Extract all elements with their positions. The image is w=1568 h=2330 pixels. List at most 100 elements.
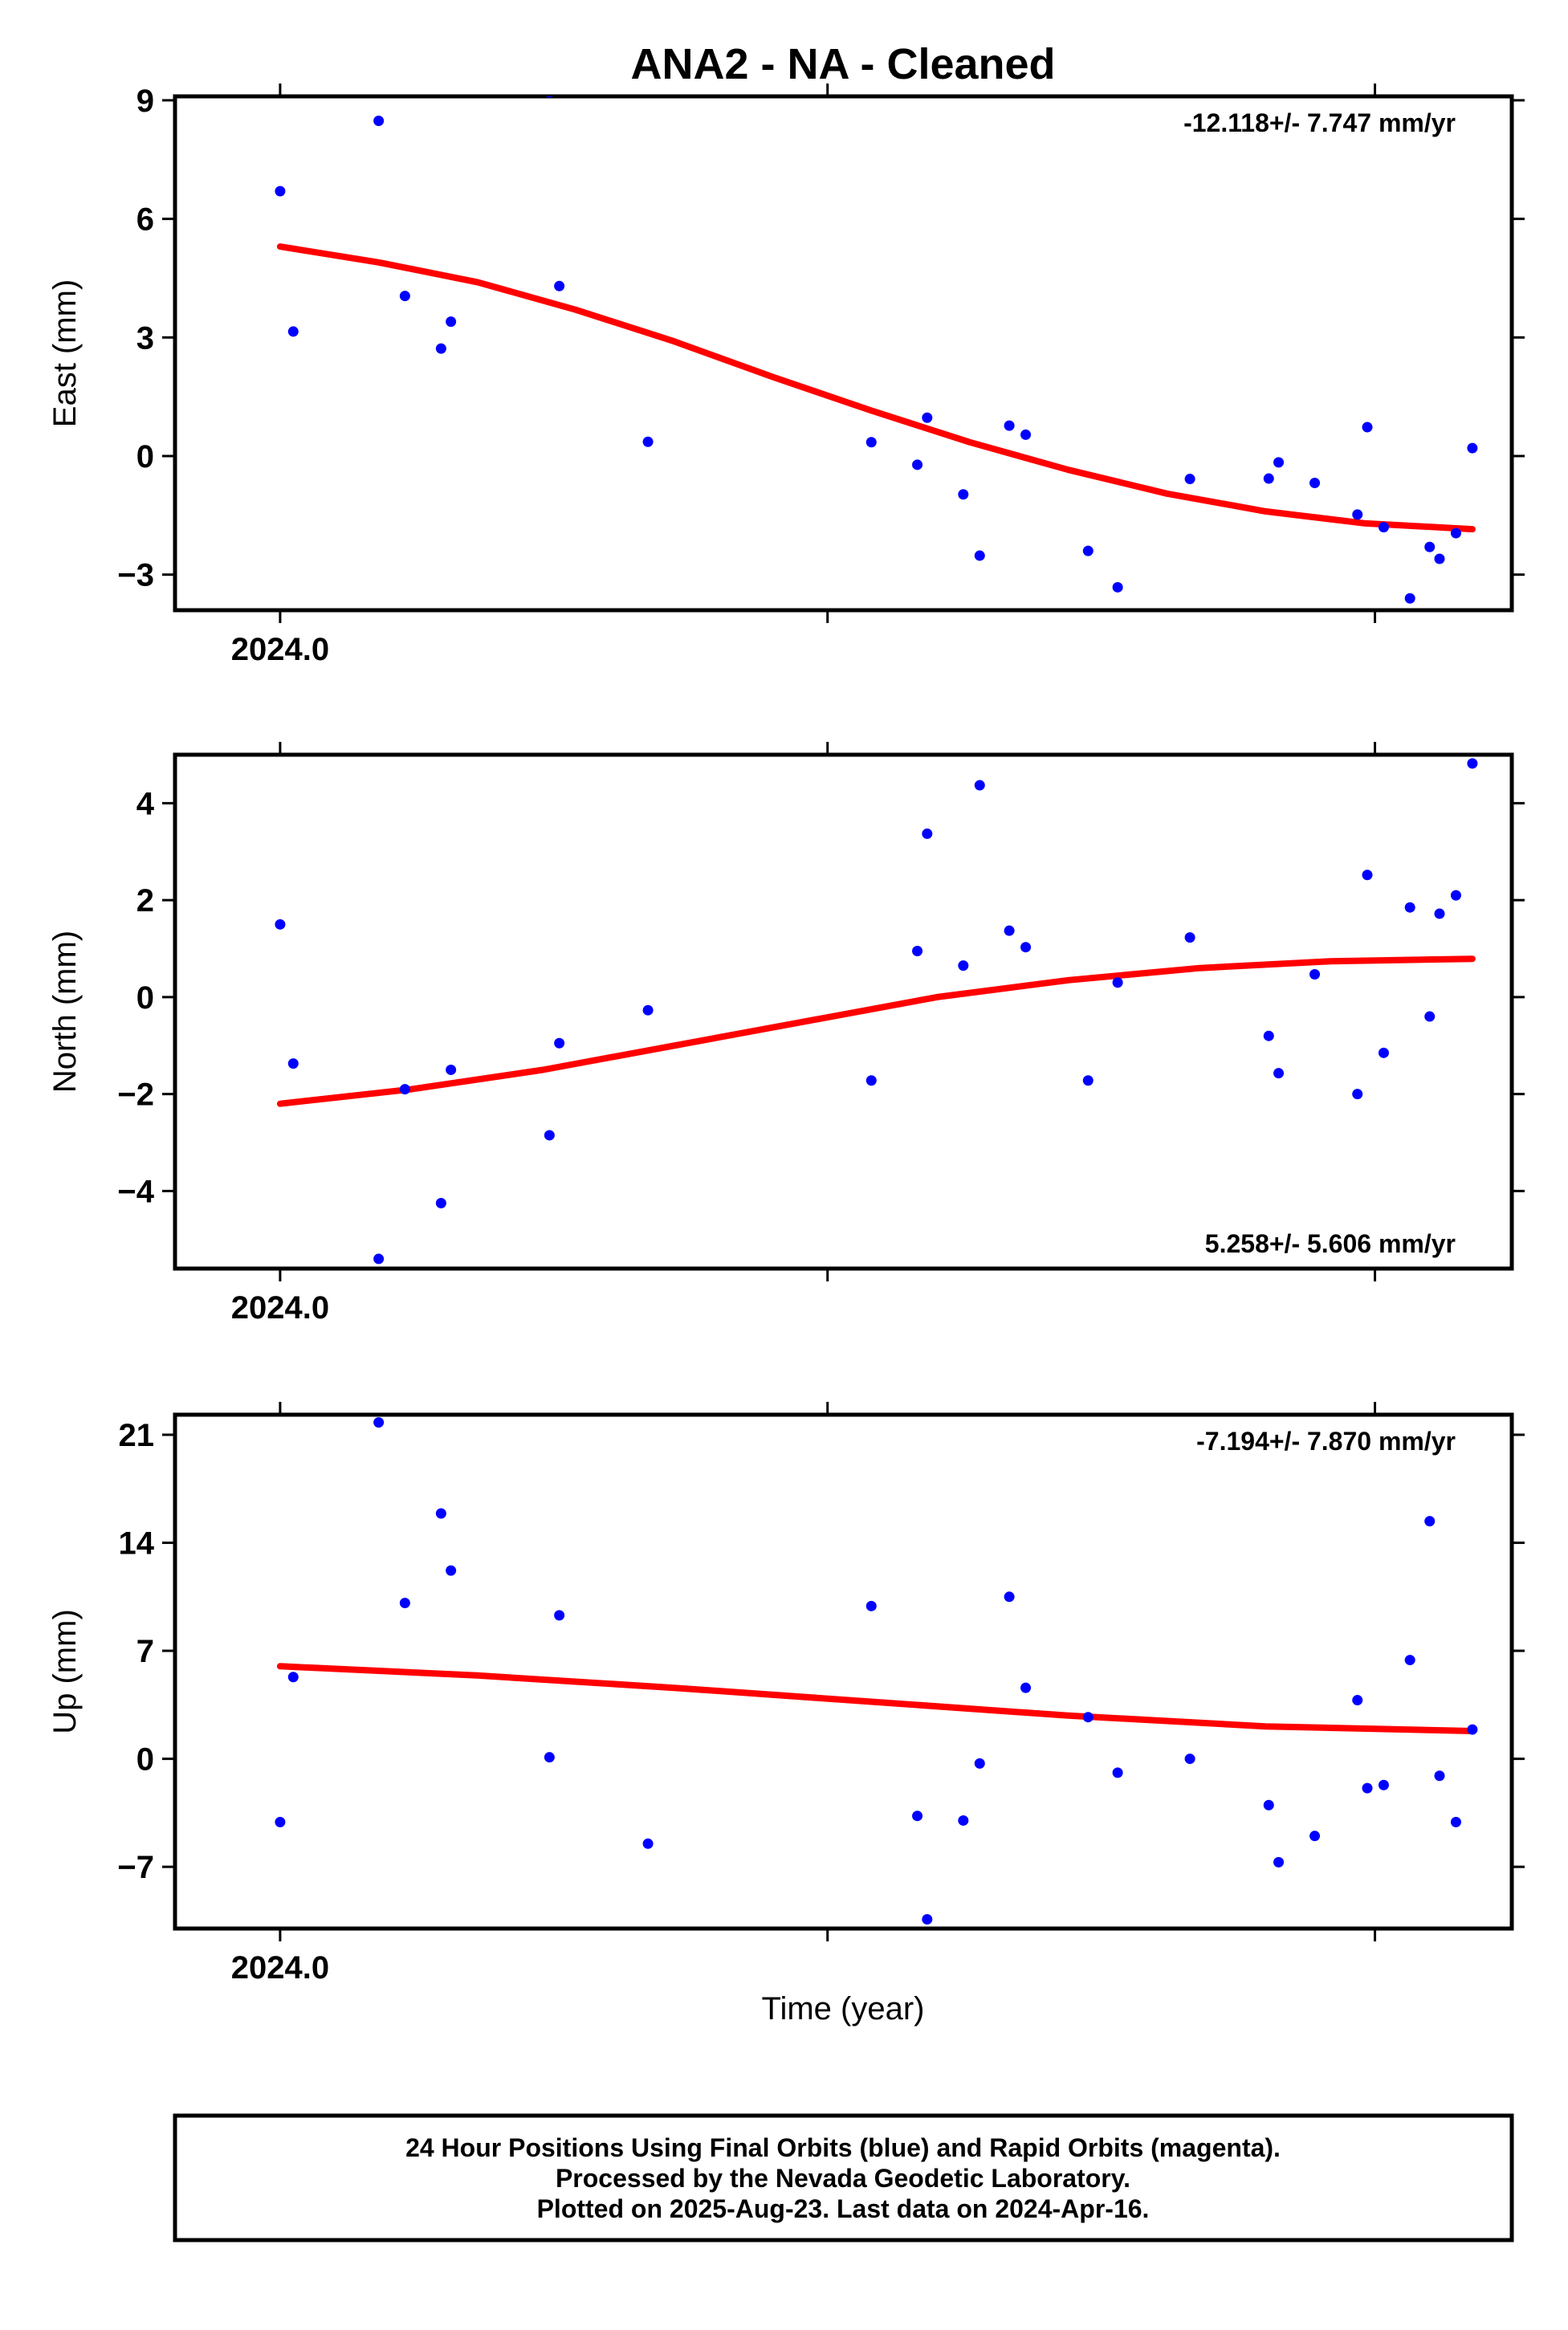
plot-frame xyxy=(173,1412,1514,1931)
data-point xyxy=(1309,477,1321,488)
data-point xyxy=(1352,509,1363,520)
data-point xyxy=(865,1600,877,1611)
y-tick-label: 9 xyxy=(136,84,154,119)
footer-box xyxy=(173,2113,1514,2242)
data-point xyxy=(1404,902,1415,913)
data-point xyxy=(1378,1779,1389,1790)
data-point xyxy=(275,1816,286,1827)
chart-title: ANA2 - NA - Cleaned xyxy=(630,40,1055,88)
data-point xyxy=(912,946,923,957)
data-point xyxy=(1309,1831,1321,1842)
rate-annotation: -7.194+/- 7.870 mm/yr xyxy=(1196,1427,1456,1456)
data-point xyxy=(1467,442,1478,454)
data-point xyxy=(287,1058,299,1069)
data-point xyxy=(1184,1754,1195,1765)
y-tick-label: 2 xyxy=(136,883,154,919)
data-point xyxy=(1112,977,1123,988)
y-tick-label: −4 xyxy=(117,1174,154,1209)
data-point xyxy=(544,1130,555,1141)
data-point xyxy=(1184,932,1195,943)
data-point xyxy=(373,1253,385,1265)
data-point xyxy=(1112,1767,1123,1778)
x-axis-label: Time (year) xyxy=(762,1991,925,2027)
plot-frame xyxy=(173,94,1514,613)
data-point xyxy=(1450,890,1461,901)
data-point xyxy=(1352,1089,1363,1100)
x-tick-label: 2024.0 xyxy=(231,632,329,667)
data-point xyxy=(546,96,553,98)
footer-line-2: Processed by the Nevada Geodetic Laborat… xyxy=(556,2164,1130,2193)
data-point xyxy=(1467,758,1478,769)
rate-annotation: 5.258+/- 5.606 mm/yr xyxy=(1205,1229,1456,1258)
data-point xyxy=(865,1075,877,1086)
plot-area xyxy=(275,1417,1478,1925)
data-point xyxy=(958,960,969,972)
data-point xyxy=(1112,581,1123,593)
data-point xyxy=(399,1597,410,1608)
data-point xyxy=(373,116,385,127)
y-tick-label: −3 xyxy=(117,558,154,593)
data-point xyxy=(922,412,933,423)
footer-line-1: 24 Hour Positions Using Final Orbits (bl… xyxy=(405,2133,1281,2162)
data-point xyxy=(922,1913,933,1925)
data-point xyxy=(1352,1695,1363,1706)
data-point xyxy=(642,436,654,447)
y-axis-label: Up (mm) xyxy=(47,1609,83,1734)
data-point xyxy=(275,919,286,930)
plot-area xyxy=(275,758,1478,1265)
data-point xyxy=(554,1610,565,1621)
y-tick-label: −2 xyxy=(117,1077,154,1113)
plot-frame xyxy=(173,752,1514,1271)
y-tick-label: 7 xyxy=(136,1634,154,1669)
data-point xyxy=(1467,1724,1478,1735)
data-point xyxy=(1424,541,1436,552)
data-point xyxy=(1004,420,1015,431)
panel-3: 21 14 7 0 −7 2024.0 Up (mm) -7.194+/- 7.870 mm/… xyxy=(47,1402,1525,1986)
trend-line xyxy=(276,243,1476,533)
data-point xyxy=(1273,457,1285,468)
data-point xyxy=(1263,1799,1274,1811)
y-axis-label: North (mm) xyxy=(47,931,83,1093)
data-point xyxy=(912,1811,923,1822)
y-tick-label: 21 xyxy=(119,1418,155,1453)
rate-annotation: -12.118+/- 7.747 mm/yr xyxy=(1183,108,1456,137)
data-point xyxy=(1273,1068,1285,1079)
trend-line xyxy=(276,1663,1476,1734)
data-point xyxy=(1424,1516,1436,1527)
data-point xyxy=(1362,422,1373,433)
data-point xyxy=(974,550,985,561)
data-point xyxy=(1450,528,1461,539)
data-point xyxy=(435,343,446,354)
data-point xyxy=(1404,593,1415,604)
x-tick-label: 2024.0 xyxy=(231,1290,329,1326)
data-point xyxy=(554,280,565,291)
panels: 9 6 3 0 −3 2024.0 East (mm) -12.118+/- 7.747 mm… xyxy=(47,84,1525,1986)
data-point xyxy=(922,828,933,839)
data-point xyxy=(865,437,877,448)
data-point xyxy=(275,185,286,197)
data-point xyxy=(1362,870,1373,881)
data-point xyxy=(1263,1030,1274,1041)
data-point xyxy=(446,1064,457,1075)
x-tick-label: 2024.0 xyxy=(231,1950,329,1986)
data-point xyxy=(958,489,969,500)
data-point xyxy=(1020,942,1032,953)
data-point xyxy=(1434,1770,1445,1782)
data-point xyxy=(974,1758,985,1769)
data-point xyxy=(287,326,299,337)
trend-line xyxy=(276,955,1476,1107)
data-point xyxy=(974,780,985,791)
y-axis-label: East (mm) xyxy=(47,279,83,427)
data-point xyxy=(1434,553,1445,564)
data-point xyxy=(1082,545,1094,556)
data-point xyxy=(1020,429,1032,440)
y-tick-label: 3 xyxy=(136,320,154,356)
data-point xyxy=(1309,969,1321,980)
data-point xyxy=(1004,925,1015,936)
data-point xyxy=(446,1565,457,1576)
panel-1: 9 6 3 0 −3 2024.0 East (mm) -12.118+/- 7.747 mm… xyxy=(47,84,1525,667)
footer-note: 24 Hour Positions Using Final Orbits (bl… xyxy=(173,2113,1514,2242)
data-point xyxy=(1450,1816,1461,1827)
data-point xyxy=(1362,1782,1373,1794)
